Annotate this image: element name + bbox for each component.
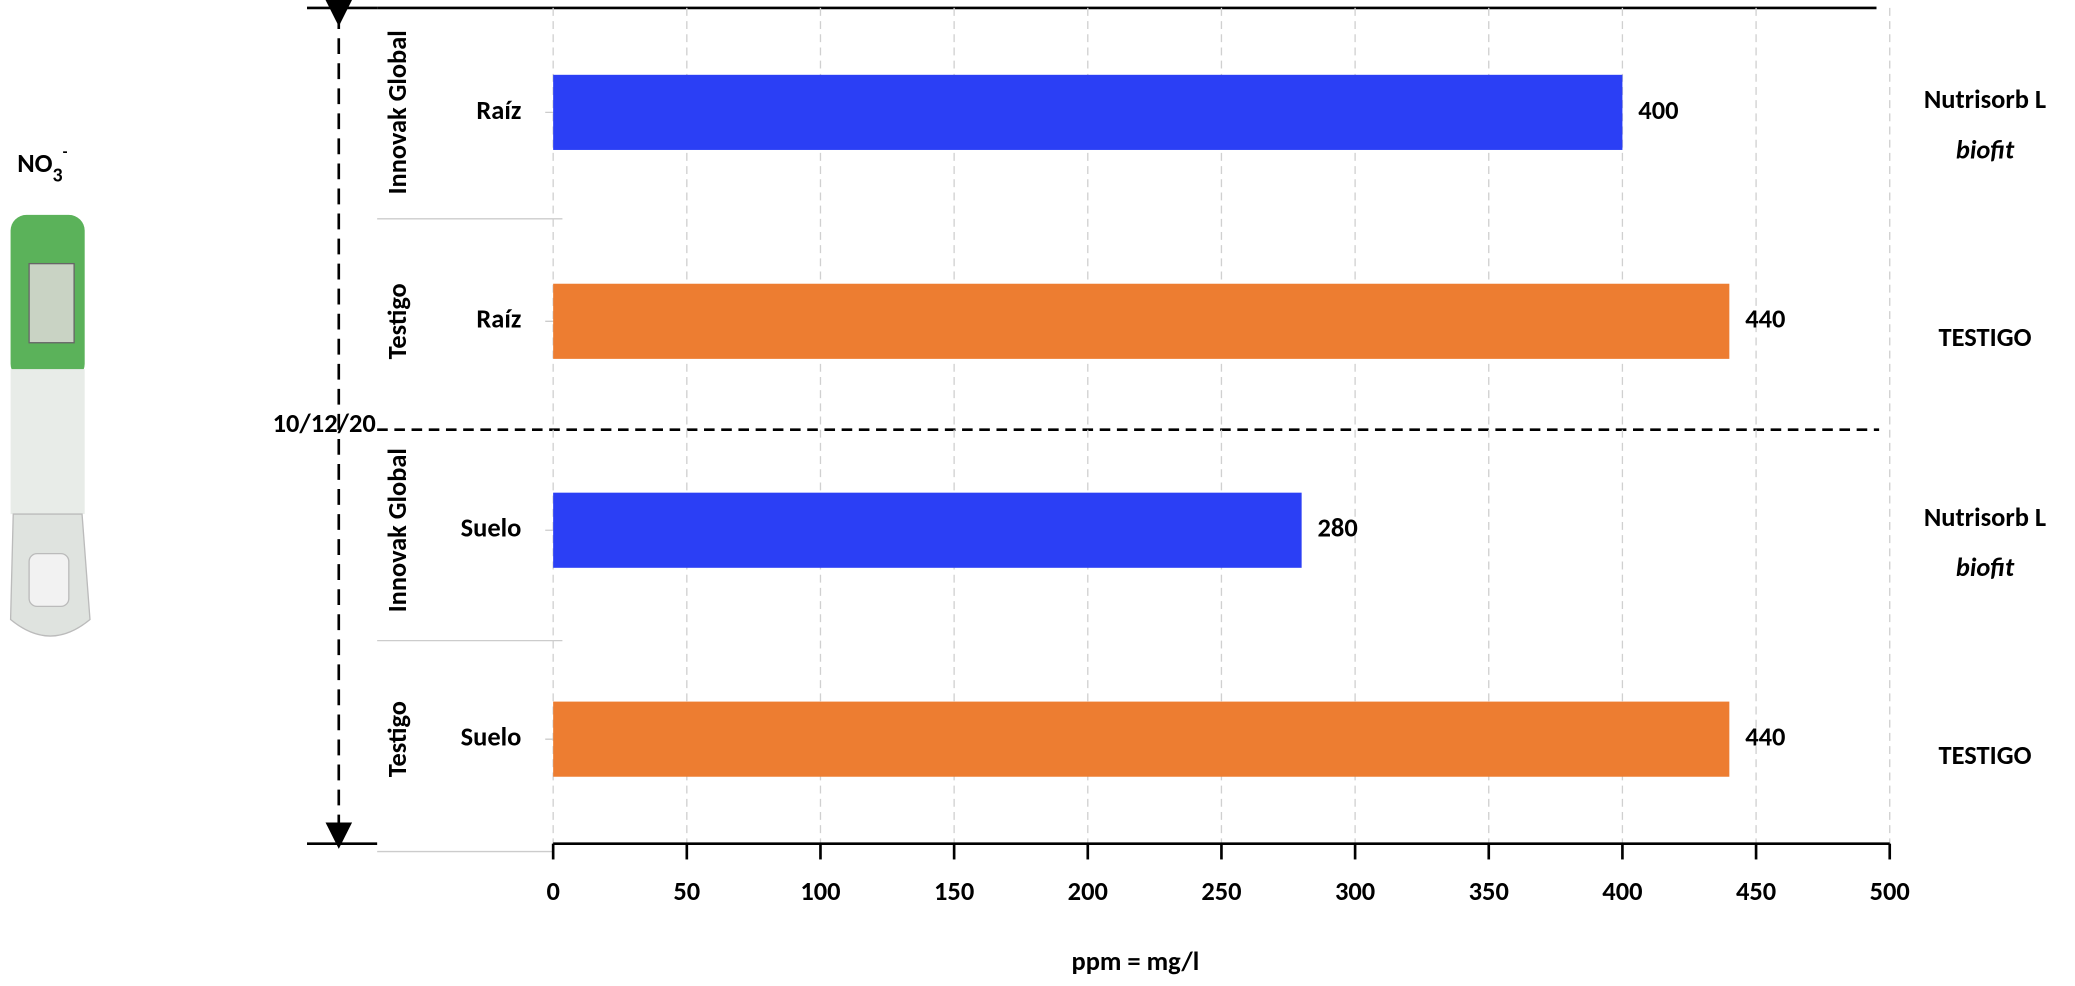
indicator-label: NO xyxy=(17,149,52,181)
x-tick-label: 50 xyxy=(673,876,700,908)
bar xyxy=(553,75,1622,150)
bar xyxy=(553,702,1729,777)
y-tick-label: Raíz xyxy=(476,95,521,127)
group-label: Testigo xyxy=(382,701,414,777)
y-tick-label: Raíz xyxy=(476,304,521,336)
data-label: 400 xyxy=(1638,95,1678,127)
x-tick-label: 400 xyxy=(1602,876,1642,908)
group-label: Innovak Global xyxy=(382,30,414,194)
meter-illustration xyxy=(11,215,90,636)
side-label: TESTIGO xyxy=(1939,740,2032,772)
y-tick-label: Suelo xyxy=(461,722,522,754)
y-tick-label: Suelo xyxy=(461,513,522,545)
logo-name: Nutrisorb L xyxy=(1924,502,2046,534)
side-label: TESTIGO xyxy=(1939,322,2032,354)
x-tick-label: 150 xyxy=(934,876,974,908)
x-tick-label: 300 xyxy=(1335,876,1375,908)
x-tick-label: 250 xyxy=(1201,876,1241,908)
indicator-superscript: - xyxy=(63,143,68,162)
data-label: 440 xyxy=(1745,722,1785,754)
chart: NO3- 10/12/20 ppm = mg/l 0 50 100 150 200 250… xyxy=(0,0,2075,986)
bar xyxy=(553,493,1301,568)
x-tick-label: 0 xyxy=(546,876,559,908)
x-tick-label: 350 xyxy=(1469,876,1509,908)
indicator: NO3- xyxy=(17,143,67,188)
x-tick-label: 500 xyxy=(1870,876,1910,908)
bar xyxy=(553,284,1729,359)
date-label: 10/12/20 xyxy=(273,408,376,440)
x-tick-label: 200 xyxy=(1068,876,1108,908)
indicator-subscript: 3 xyxy=(53,163,63,187)
logo-name: Nutrisorb L xyxy=(1924,84,2046,116)
group-label: Testigo xyxy=(382,283,414,359)
data-label: 280 xyxy=(1318,513,1358,545)
logo-sub: biofit xyxy=(1956,134,2015,166)
data-label: 440 xyxy=(1745,304,1785,336)
x-axis-title: ppm = mg/l xyxy=(1072,946,1200,978)
x-tick-label: 450 xyxy=(1736,876,1776,908)
x-tick-label: 100 xyxy=(800,876,840,908)
logo-sub: biofit xyxy=(1956,552,2015,584)
group-label: Innovak Global xyxy=(382,448,414,612)
